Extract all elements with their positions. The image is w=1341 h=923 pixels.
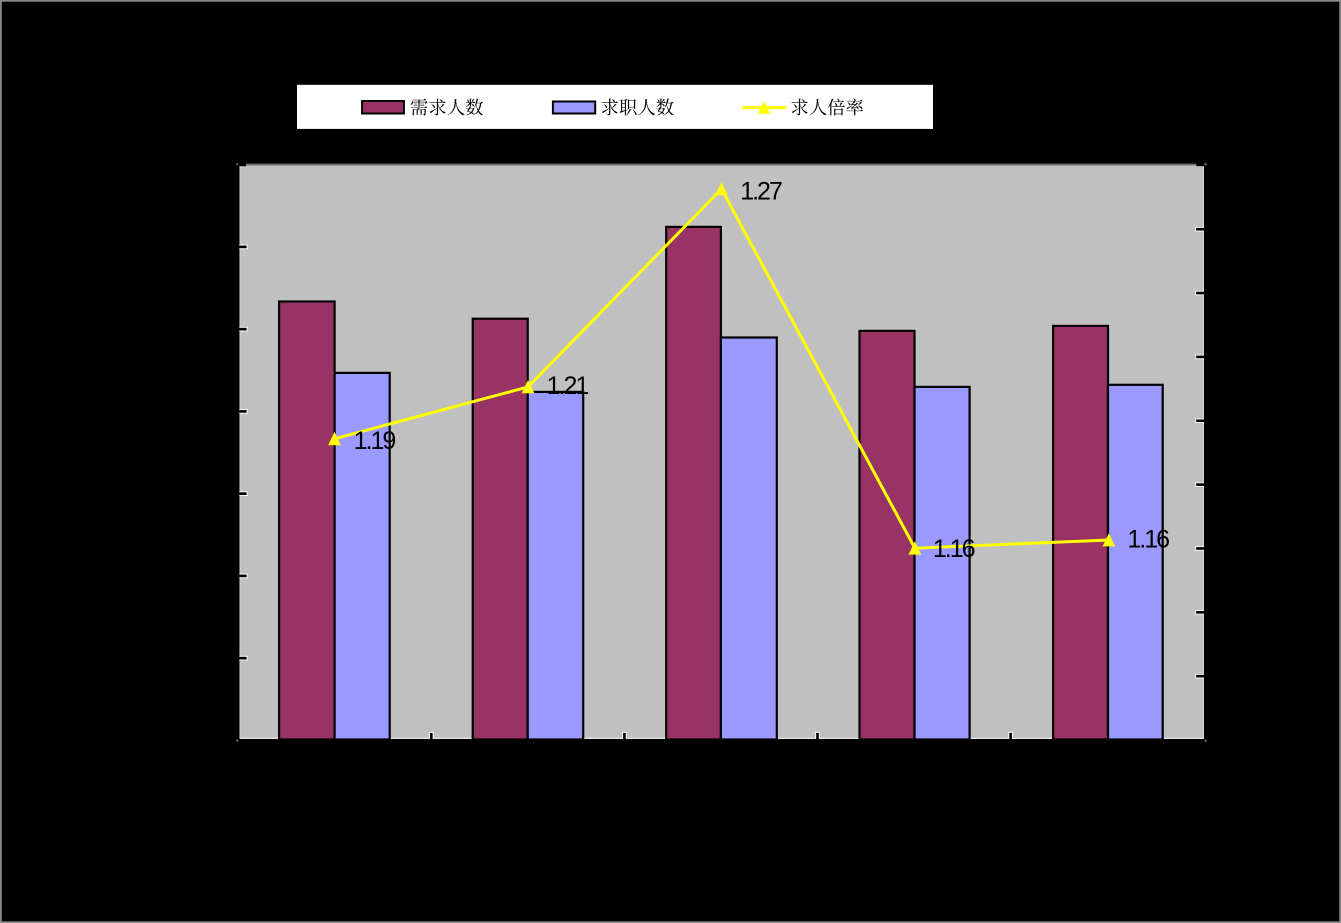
svg-text:1.21: 1.21 bbox=[547, 372, 589, 400]
svg-text:1.27: 1.27 bbox=[740, 177, 782, 205]
svg-text:1.16: 1.16 bbox=[933, 535, 975, 563]
svg-text:1.16: 1.16 bbox=[1127, 526, 1169, 554]
svg-text:1.19: 1.19 bbox=[354, 427, 396, 455]
